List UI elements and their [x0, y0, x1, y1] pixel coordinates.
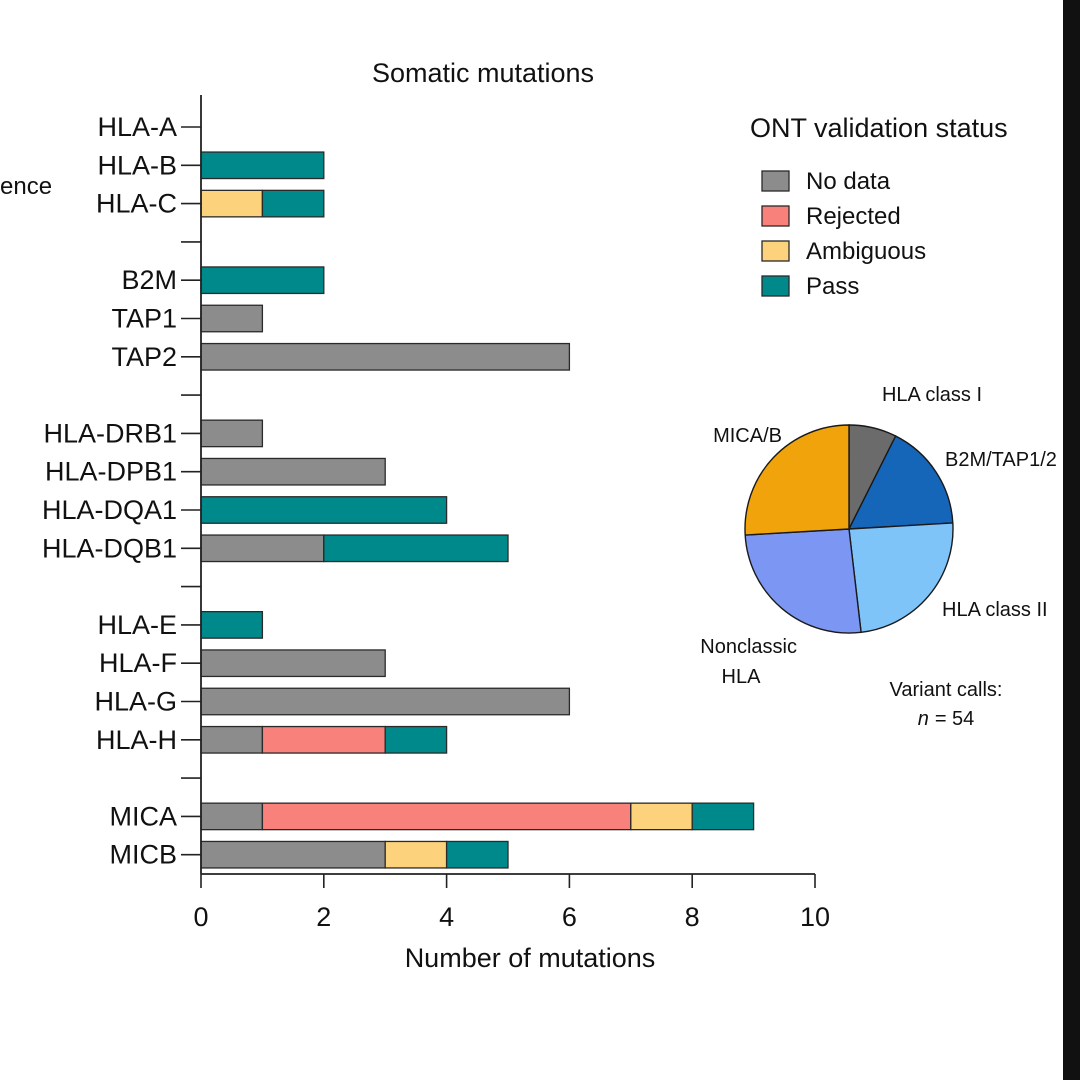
x-tick-label-6: 6	[562, 902, 577, 932]
bar-micb-no-data	[200, 840, 386, 869]
legend: ONT validation status No data Rejected Amb…	[750, 113, 1008, 300]
pie-annotation: Variant calls: n = 54	[889, 679, 1002, 730]
pie-label-hla-class-i: HLA class I	[882, 384, 982, 406]
chart-title: Somatic mutations	[372, 58, 594, 88]
pie-slice-mica-b	[744, 424, 850, 536]
y-tick-label-mica: MICA	[110, 801, 178, 831]
bar-hla-h-no-data	[200, 725, 264, 754]
x-tick-label-0: 0	[193, 902, 208, 932]
y-tick-label-hla-drb1: HLA-DRB1	[43, 418, 177, 448]
pie-label-b2m-tap1-2: B2M/TAP1/2	[945, 449, 1057, 471]
bar-hla-e-pass	[200, 611, 264, 639]
n-symbol: n	[918, 708, 929, 730]
frame-edge	[1063, 0, 1080, 1080]
bar-mica-ambiguous	[630, 802, 693, 831]
pie-label-mica-b: MICA/B	[713, 425, 782, 447]
legend-label-pass: Pass	[806, 273, 859, 300]
bar-hla-c-ambiguous	[200, 189, 264, 218]
legend-label-no-data: No data	[806, 168, 891, 195]
bar-hla-h-pass	[384, 725, 448, 754]
bar-hla-dqa1-pass	[200, 496, 448, 524]
bar-tap2-no-data	[200, 342, 571, 371]
y-tick-label-tap1: TAP1	[111, 304, 177, 334]
bar-micb-pass	[445, 840, 509, 869]
pie-label-hla-class-ii: HLA class II	[942, 599, 1048, 621]
y-tick-label-tap2: TAP2	[111, 342, 177, 372]
y-tick-label-hla-h: HLA-H	[96, 725, 177, 755]
y-tick-label-hla-dqa1: HLA-DQA1	[42, 495, 177, 525]
x-tick-label-10: 10	[800, 902, 830, 932]
legend-label-ambiguous: Ambiguous	[806, 238, 926, 265]
y-tick-label-hla-f: HLA-F	[99, 648, 177, 678]
legend-swatch-no-data	[761, 170, 790, 192]
legend-label-rejected: Rejected	[806, 203, 901, 230]
bar-area	[200, 151, 755, 869]
bar-mica-no-data	[200, 802, 264, 831]
variant-calls-label: Variant calls:	[889, 679, 1002, 701]
y-tick-label-hla-g: HLA-G	[94, 687, 177, 717]
x-tick-label-8: 8	[685, 902, 700, 932]
x-tick-label-4: 4	[439, 902, 454, 932]
bar-hla-dqb1-pass	[323, 534, 509, 563]
y-tick-label-hla-a: HLA-A	[97, 112, 177, 142]
bar-mica-rejected	[261, 802, 632, 831]
y-tick-label-b2m: B2M	[121, 265, 177, 295]
bar-hla-dqb1-no-data	[200, 534, 325, 563]
y-tick-label-hla-dpb1: HLA-DPB1	[45, 457, 177, 487]
bar-b2m-pass	[200, 266, 325, 295]
x-axis-label: Number of mutations	[405, 943, 656, 973]
bar-micb-ambiguous	[384, 840, 448, 869]
bar-hla-dpb1-no-data	[200, 457, 386, 486]
cropped-group-label: ence	[0, 173, 52, 200]
x-tick-label-2: 2	[316, 902, 331, 932]
bar-hla-f-no-data	[200, 649, 386, 678]
bar-hla-c-pass	[261, 189, 325, 218]
n-value: = 54	[935, 708, 974, 730]
bar-mica-pass	[691, 802, 755, 831]
y-tick-label-micb: MICB	[110, 840, 178, 870]
pie-slice-hla-class-ii	[848, 522, 954, 634]
y-tick-label-hla-b: HLA-B	[97, 150, 177, 180]
y-tick-label-hla-dqb1: HLA-DQB1	[42, 533, 177, 563]
legend-swatch-pass	[761, 275, 790, 297]
y-tick-label-hla-c: HLA-C	[96, 189, 177, 219]
axes: HLA-A HLA-B HLA-C B2M TAP1 TAP2 HLA-DRB1 HLA-DP…	[42, 95, 830, 932]
legend-swatch-rejected	[761, 205, 790, 227]
variant-calls-count: n = 54	[918, 708, 975, 730]
pie-label-nonclassic-hla: Nonclassic HLA	[700, 636, 797, 688]
bar-hla-drb1-no-data	[200, 419, 264, 448]
bar-hla-g-no-data	[200, 687, 571, 716]
pie-slice-b2m-tap1-2	[847, 435, 954, 530]
pie-chart: HLA class I B2M/TAP1/2 HLA class II Nonclas…	[700, 384, 1057, 688]
y-tick-label-hla-e: HLA-E	[97, 610, 177, 640]
legend-swatch-ambiguous	[761, 240, 790, 262]
pie-slice-nonclassic-hla	[744, 528, 862, 634]
bar-tap1-no-data	[200, 304, 264, 333]
legend-title: ONT validation status	[750, 113, 1008, 143]
bar-hla-b-pass	[200, 151, 325, 180]
bar-hla-h-rejected	[261, 725, 386, 754]
